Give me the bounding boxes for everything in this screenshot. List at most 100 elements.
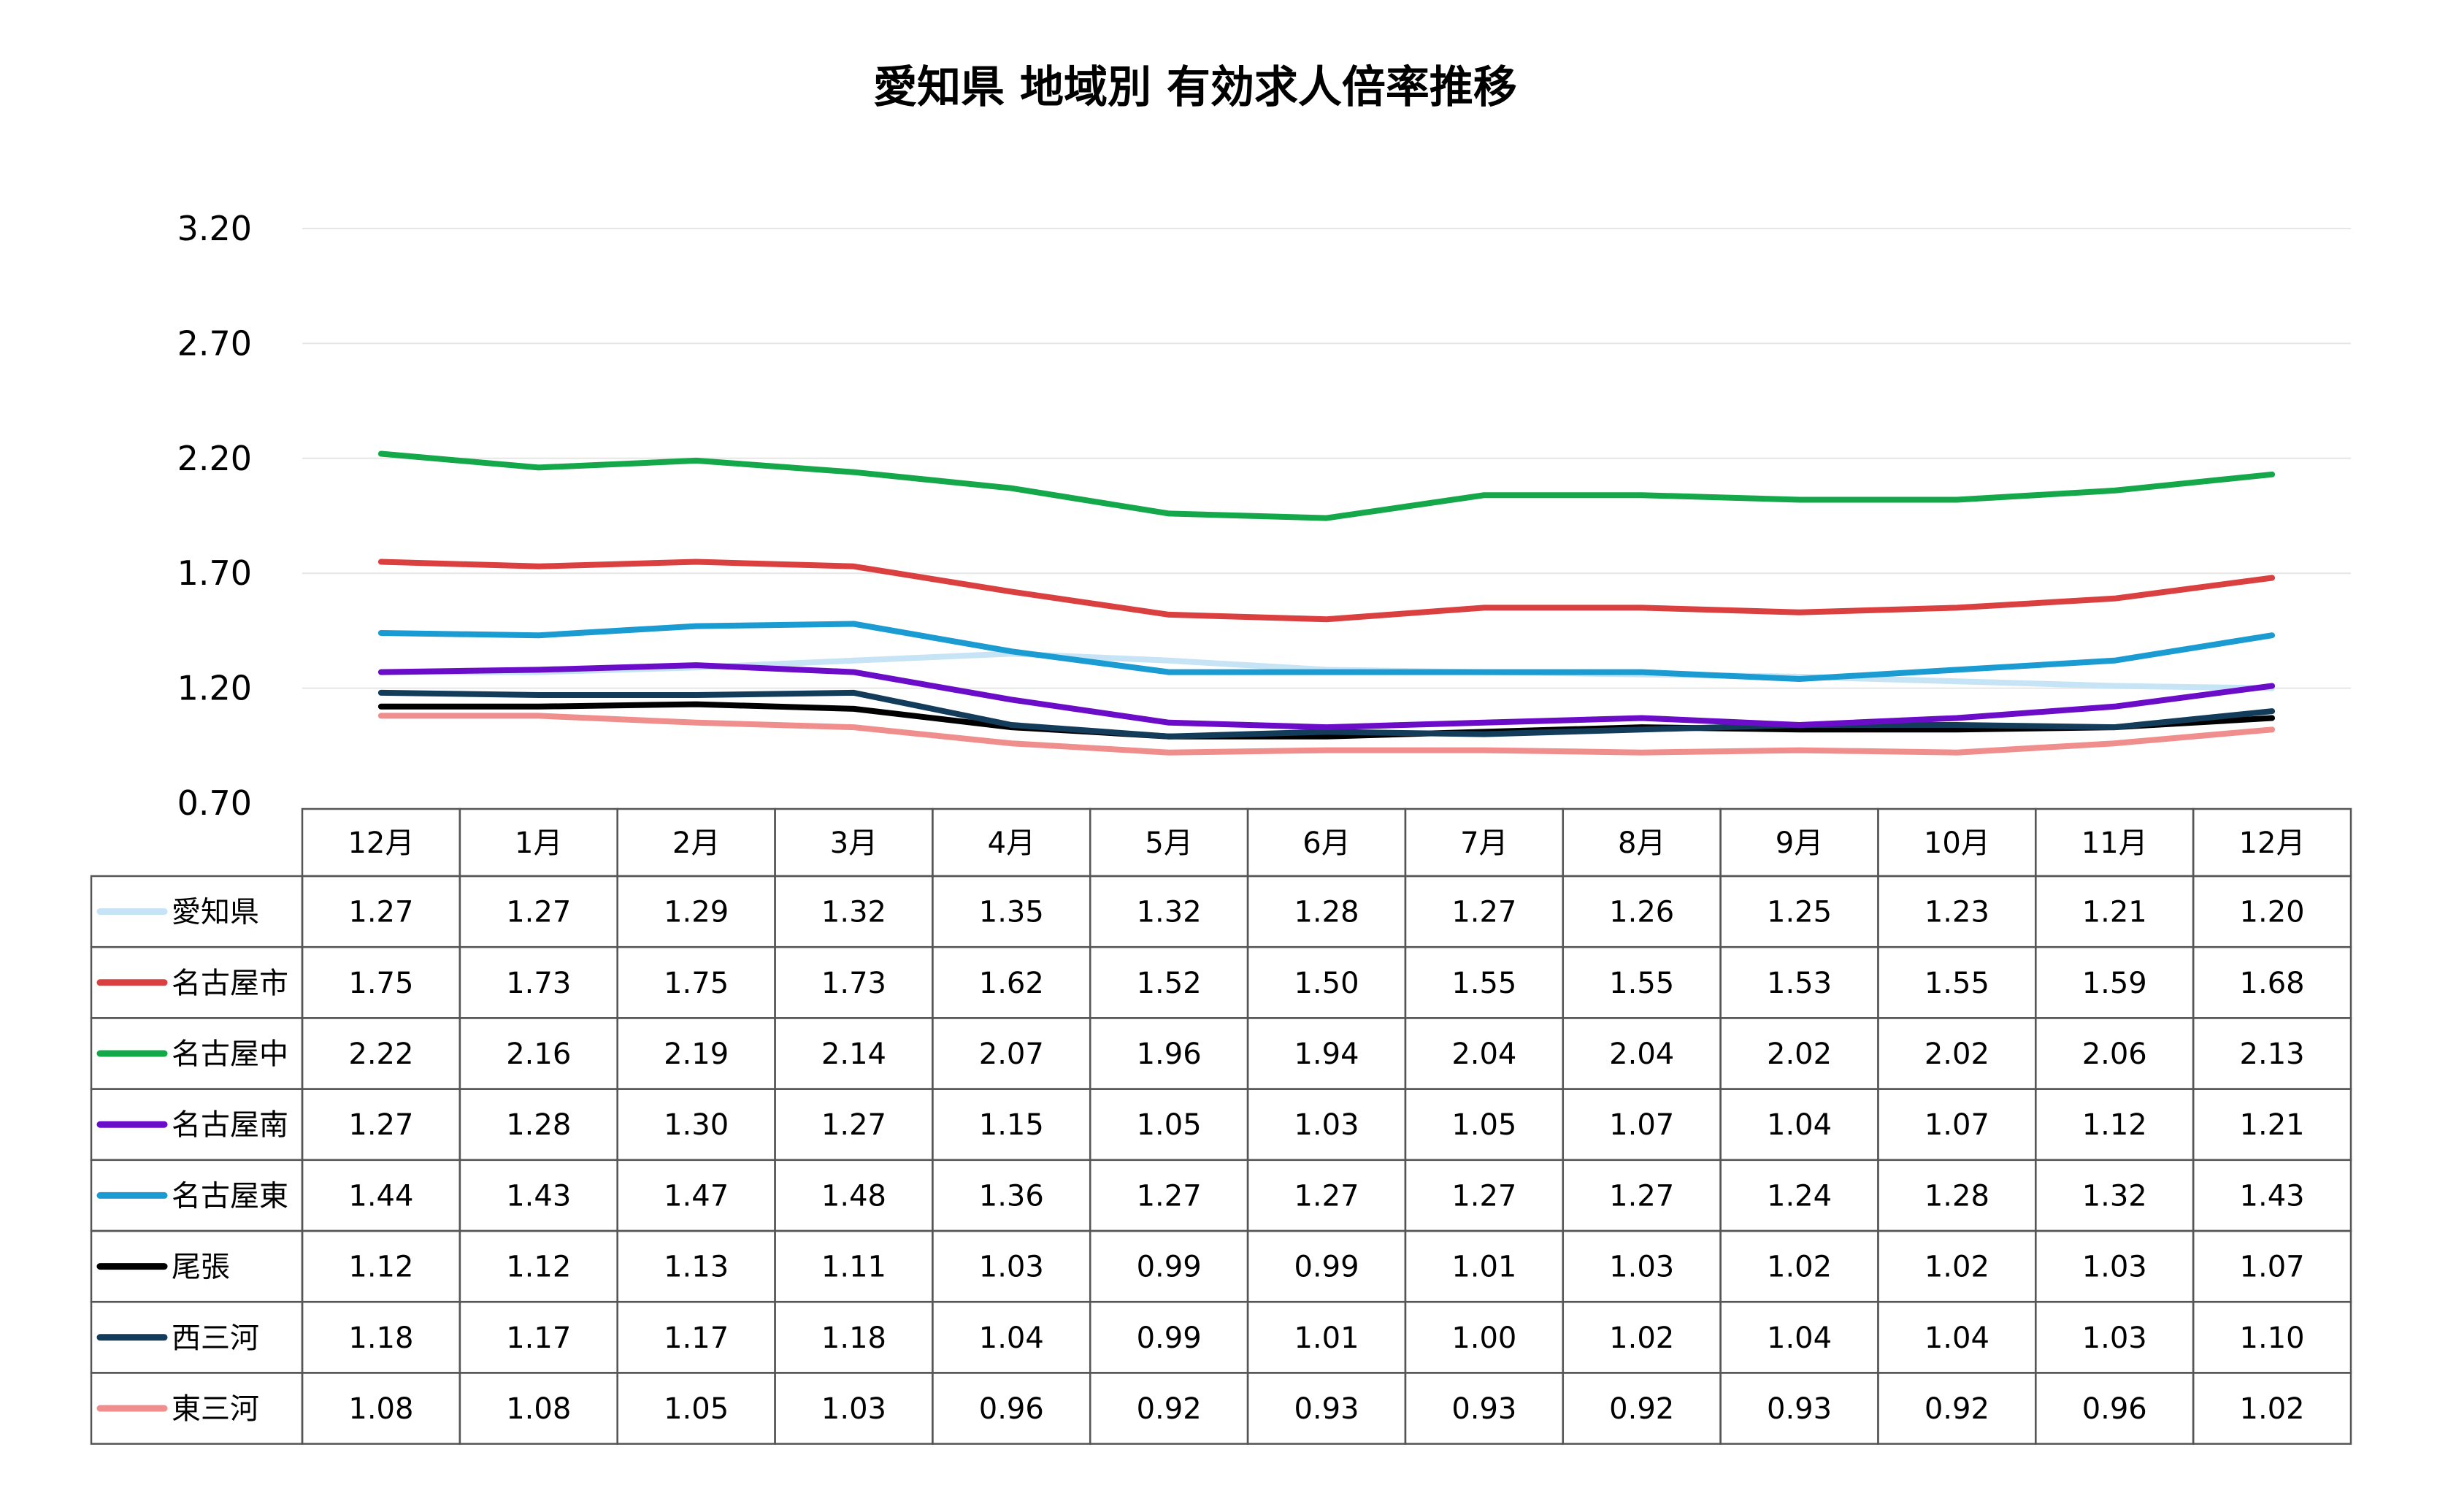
data-value-label: 1.01 (1294, 1321, 1359, 1355)
data-value-label: 1.17 (664, 1321, 729, 1355)
data-value-label: 1.03 (1294, 1108, 1359, 1142)
data-value-label: 1.12 (2082, 1108, 2147, 1142)
data-value-label: 1.11 (821, 1251, 886, 1284)
x-category-label: 5月 (1145, 826, 1192, 860)
data-value-label: 0.93 (1451, 1392, 1516, 1426)
data-value-label: 2.06 (2082, 1037, 2147, 1071)
data-value-label: 1.04 (1924, 1321, 1989, 1355)
data-value-label: 1.02 (2240, 1392, 2305, 1426)
series-line-8 (377, 713, 2276, 756)
x-category-label: 3月 (830, 826, 878, 860)
data-value-label: 1.03 (2082, 1251, 2147, 1284)
data-value-label: 1.27 (1294, 1179, 1359, 1213)
data-value-label: 1.75 (348, 967, 413, 1000)
data-value-label: 1.94 (1294, 1037, 1359, 1071)
data-value-label: 1.23 (1924, 896, 1989, 929)
data-value-label: 1.15 (979, 1108, 1044, 1142)
data-value-label: 1.21 (2082, 896, 2147, 929)
data-value-label: 0.99 (1137, 1251, 1202, 1284)
data-value-label: 1.01 (1451, 1251, 1516, 1284)
data-value-label: 1.05 (1137, 1108, 1202, 1142)
data-value-label: 1.21 (2240, 1108, 2305, 1142)
data-value-label: 1.27 (1609, 1179, 1674, 1213)
data-value-label: 1.32 (1137, 896, 1202, 929)
data-value-label: 1.05 (664, 1392, 729, 1426)
series-label: 愛知県 (172, 896, 259, 929)
data-value-label: 1.59 (2082, 967, 2147, 1000)
data-value-label: 1.03 (2082, 1321, 2147, 1355)
x-category-label: 2月 (672, 826, 720, 860)
data-value-label: 1.28 (1294, 896, 1359, 929)
data-value-label: 1.36 (979, 1179, 1044, 1213)
data-value-label: 0.93 (1767, 1392, 1832, 1426)
data-value-label: 1.73 (506, 967, 571, 1000)
series-label: 名古屋市 (172, 967, 288, 1000)
data-value-label: 2.02 (1924, 1037, 1989, 1071)
series-line-2 (377, 559, 2276, 623)
data-value-label: 1.02 (1609, 1321, 1674, 1355)
data-value-label: 1.55 (1451, 967, 1516, 1000)
data-value-label: 1.18 (821, 1321, 886, 1355)
series-label: 名古屋中 (172, 1037, 288, 1071)
data-value-label: 1.07 (1924, 1108, 1989, 1142)
data-value-label: 1.55 (1609, 967, 1674, 1000)
x-category-label: 4月 (988, 826, 1035, 860)
series-label: 名古屋東 (172, 1179, 288, 1213)
y-tick-label: 2.70 (177, 323, 252, 363)
data-value-label: 1.05 (1451, 1108, 1516, 1142)
x-category-label: 11月 (2081, 826, 2148, 860)
data-value-label: 0.96 (979, 1392, 1044, 1426)
series-line-4 (377, 662, 2276, 731)
data-value-label: 2.16 (506, 1037, 571, 1071)
data-value-label: 1.24 (1767, 1179, 1832, 1213)
data-value-label: 1.28 (1924, 1179, 1989, 1213)
data-value-label: 1.26 (1609, 896, 1674, 929)
data-value-label: 2.14 (821, 1037, 886, 1071)
data-value-label: 1.00 (1451, 1321, 1516, 1355)
data-value-label: 1.68 (2240, 967, 2305, 1000)
data-value-label: 1.18 (348, 1321, 413, 1355)
data-value-label: 1.27 (1451, 1179, 1516, 1213)
x-category-label: 10月 (1924, 826, 1990, 860)
data-value-label: 1.07 (2240, 1251, 2305, 1284)
data-value-label: 1.10 (2240, 1321, 2305, 1355)
data-value-label: 1.73 (821, 967, 886, 1000)
data-value-label: 2.04 (1609, 1037, 1674, 1071)
y-tick-label: 2.20 (177, 439, 252, 478)
data-value-label: 1.75 (664, 967, 729, 1000)
data-value-label: 1.28 (506, 1108, 571, 1142)
series-lines (377, 450, 2276, 756)
data-value-label: 1.12 (506, 1251, 571, 1284)
data-value-label: 1.20 (2240, 896, 2305, 929)
data-value-label: 1.29 (664, 896, 729, 929)
series-line-5 (377, 621, 2276, 682)
data-value-label: 0.96 (2082, 1392, 2147, 1426)
data-value-label: 2.07 (979, 1037, 1044, 1071)
data-value-label: 1.03 (1609, 1251, 1674, 1284)
data-value-label: 1.04 (1767, 1108, 1832, 1142)
data-value-label: 1.12 (348, 1251, 413, 1284)
data-value-label: 0.92 (1609, 1392, 1674, 1426)
y-tick-label: 0.70 (177, 783, 252, 823)
data-value-label: 1.43 (506, 1179, 571, 1213)
data-value-label: 2.02 (1767, 1037, 1832, 1071)
series-label: 名古屋南 (172, 1108, 288, 1142)
series-label: 西三河 (172, 1321, 259, 1355)
data-value-label: 1.27 (506, 896, 571, 929)
x-category-label: 8月 (1618, 826, 1665, 860)
data-value-label: 0.92 (1137, 1392, 1202, 1426)
y-axis-ticks: 3.20 2.70 2.20 1.70 1.20 0.70 (177, 209, 252, 823)
series-line-7 (377, 689, 2276, 740)
data-value-label: 1.13 (664, 1251, 729, 1284)
data-value-label: 1.96 (1137, 1037, 1202, 1071)
data-value-label: 1.25 (1767, 896, 1832, 929)
value-cell (2192, 1372, 2352, 1445)
data-value-label: 1.30 (664, 1108, 729, 1142)
data-value-label: 1.48 (821, 1179, 886, 1213)
data-value-label: 1.03 (979, 1251, 1044, 1284)
data-value-label: 1.04 (1767, 1321, 1832, 1355)
data-value-label: 2.19 (664, 1037, 729, 1071)
